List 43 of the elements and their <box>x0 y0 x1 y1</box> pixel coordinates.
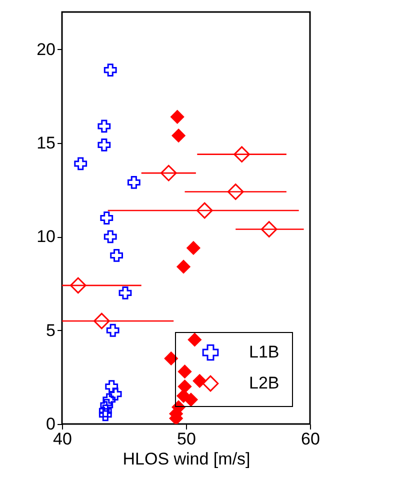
x-tick-label: 60 <box>301 430 320 448</box>
y-tick-label: 5 <box>46 320 56 340</box>
point <box>160 164 177 182</box>
point <box>104 64 117 77</box>
point <box>234 146 250 162</box>
point <box>98 408 112 422</box>
point <box>102 393 116 406</box>
point <box>108 388 122 400</box>
y-tick-label: 15 <box>36 134 56 153</box>
x-tick-label: 50 <box>177 430 196 448</box>
point <box>104 230 117 244</box>
point <box>171 128 186 143</box>
y-tick-label: 10 <box>36 227 56 246</box>
point <box>100 212 114 224</box>
y-tick-label: 20 <box>36 40 56 59</box>
point <box>98 120 111 133</box>
point <box>170 110 184 124</box>
point <box>98 138 111 152</box>
point <box>106 324 120 337</box>
point <box>188 332 202 347</box>
point <box>178 364 192 379</box>
y-tick-label: 0 <box>46 414 56 434</box>
point <box>100 398 114 412</box>
point <box>186 240 201 256</box>
legend-label: L1B <box>249 342 280 362</box>
x-axis-title: HLOS wind [m/s] <box>122 450 250 468</box>
point <box>94 312 110 330</box>
point <box>74 157 88 170</box>
point <box>196 202 213 219</box>
point <box>105 380 118 393</box>
point <box>192 374 207 388</box>
point <box>118 286 132 300</box>
point <box>98 404 112 418</box>
point <box>164 351 178 366</box>
point <box>110 249 124 262</box>
legend-label: L2B <box>249 374 280 392</box>
point <box>260 221 278 238</box>
point <box>70 277 86 294</box>
point <box>176 260 191 274</box>
point <box>127 176 140 189</box>
point <box>227 184 244 200</box>
x-tick-label: 40 <box>53 430 72 448</box>
point <box>184 392 198 407</box>
